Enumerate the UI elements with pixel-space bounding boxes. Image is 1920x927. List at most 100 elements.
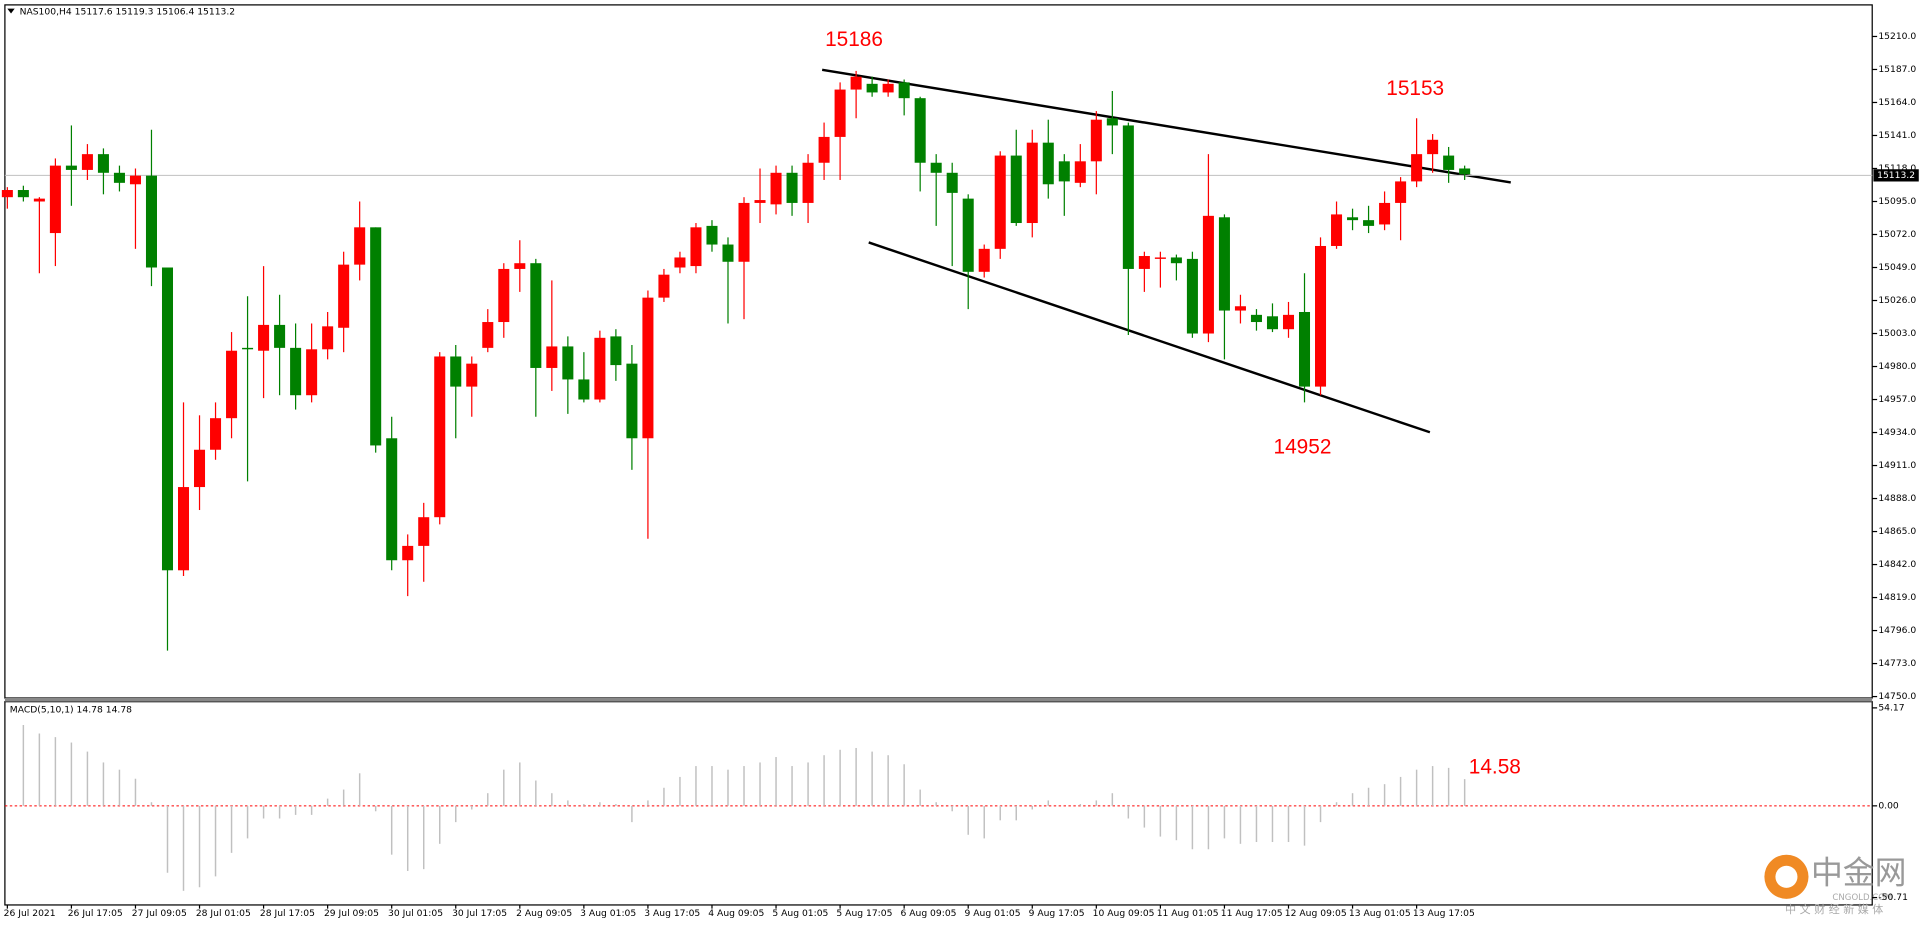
candle-body: [242, 347, 254, 350]
candle-body: [946, 172, 958, 193]
candle-body: [194, 449, 206, 488]
y-tick-label: 14934.0: [1878, 427, 1916, 438]
y-tick-label: 14819.0: [1878, 592, 1916, 603]
y-tick-label: 15187.0: [1878, 64, 1916, 75]
y-tick-label: 0.00: [1878, 800, 1899, 811]
candle-body: [1411, 154, 1423, 182]
candle-body: [1202, 215, 1214, 334]
candle-body: [1298, 311, 1311, 387]
candle-body: [1074, 161, 1086, 183]
watermark-site: CNGOLD.COM: [1832, 893, 1892, 903]
candle-body: [1106, 118, 1118, 126]
candle-body: [882, 83, 894, 93]
candle-body: [33, 198, 45, 202]
y-tick-label: 15210.0: [1878, 31, 1916, 42]
x-tick-label: 12 Aug 09:05: [1285, 908, 1347, 919]
candle-body: [81, 154, 93, 170]
candle-body: [290, 347, 302, 396]
candle-body: [850, 76, 862, 90]
current-price-box: [1873, 169, 1919, 182]
logo-inner: [1775, 865, 1798, 888]
y-tick-label: 15026.0: [1878, 295, 1916, 306]
candle-body: [1, 190, 13, 198]
candle-body: [514, 263, 526, 269]
candle-body: [930, 162, 942, 173]
current-price-label: 15113.2: [1877, 170, 1915, 181]
y-tick-label: 14842.0: [1878, 559, 1916, 570]
x-tick-label: 11 Aug 17:05: [1221, 908, 1283, 919]
candle-body: [258, 324, 270, 351]
candle-body: [962, 198, 974, 272]
candle-body: [722, 244, 734, 262]
candle-body: [738, 202, 750, 262]
annotation: 14952: [1274, 436, 1332, 459]
candle-body: [802, 162, 814, 203]
candle-body: [113, 172, 125, 183]
candle-body: [1427, 139, 1439, 155]
candle-body: [338, 264, 350, 328]
candle-body: [562, 346, 574, 380]
candle-body: [210, 418, 222, 450]
candle-body: [1170, 257, 1182, 264]
candle-body: [65, 165, 77, 170]
candle-body: [370, 227, 382, 446]
x-tick-label: 13 Aug 01:05: [1349, 908, 1411, 919]
watermark: 中金网 CNGOLD.COM 中 文 财 经 新 媒 体: [1764, 853, 1907, 916]
y-tick-label: 15141.0: [1878, 130, 1916, 141]
candle-body: [1218, 217, 1230, 311]
y-tick-label: 14980.0: [1878, 361, 1916, 372]
y-tick-label: 15049.0: [1878, 262, 1916, 273]
y-tick-label: 54.17: [1878, 702, 1904, 713]
candle-body: [578, 379, 590, 400]
candle-body: [754, 200, 766, 203]
watermark-brand: 中金网: [1811, 853, 1907, 891]
candle-body: [1331, 214, 1343, 246]
candle-body: [177, 487, 190, 571]
annotation: 15153: [1386, 77, 1444, 100]
x-tick-label: 5 Aug 01:05: [772, 908, 828, 919]
candle-body: [1138, 256, 1150, 269]
candle-body: [1443, 155, 1455, 170]
candle-body: [354, 227, 366, 265]
candle-body: [145, 175, 157, 268]
candle-body: [658, 274, 670, 298]
candle-body: [226, 350, 238, 419]
x-tick-label: 13 Aug 17:05: [1413, 908, 1475, 919]
candle-body: [1058, 161, 1070, 182]
candle-body: [914, 98, 926, 163]
candle-body: [818, 136, 830, 163]
trendline-upper: [821, 68, 1511, 184]
x-tick-label: 28 Jul 17:05: [260, 908, 315, 919]
candle-body: [1282, 314, 1295, 330]
candle-body: [1395, 181, 1407, 203]
y-tick-label: 14796.0: [1878, 625, 1916, 636]
candle-body: [546, 346, 558, 368]
x-tick-label: 11 Aug 01:05: [1157, 908, 1219, 919]
x-tick-label: 2 Aug 09:05: [516, 908, 572, 919]
candle-body: [786, 172, 798, 203]
annotation: 14.58: [1469, 755, 1521, 778]
candle-body: [1026, 142, 1038, 224]
candle-body: [1090, 119, 1102, 162]
y-tick-label: 15003.0: [1878, 328, 1916, 339]
candle-body: [690, 227, 702, 267]
candle-body: [418, 517, 430, 546]
y-tick-label: 14865.0: [1878, 526, 1916, 537]
candle-body: [994, 155, 1006, 249]
y-tick-label: 14750.0: [1878, 691, 1916, 702]
x-tick-label: 30 Jul 17:05: [452, 908, 507, 919]
x-tick-label: 26 Jul 2021: [4, 908, 56, 919]
candle-body: [834, 89, 846, 137]
candle-body: [97, 154, 109, 173]
dropdown-icon: [7, 8, 15, 14]
candle-body: [610, 336, 622, 366]
candle-body: [1186, 258, 1198, 334]
candle-body: [674, 257, 686, 268]
candle-body: [1347, 217, 1359, 221]
y-tick-label: 15072.0: [1878, 229, 1916, 240]
x-tick-label: 9 Aug 17:05: [1029, 908, 1085, 919]
x-tick-label: 9 Aug 01:05: [965, 908, 1021, 919]
watermark-slogan: 中 文 财 经 新 媒 体: [1785, 902, 1883, 916]
candle-body: [1122, 125, 1134, 269]
